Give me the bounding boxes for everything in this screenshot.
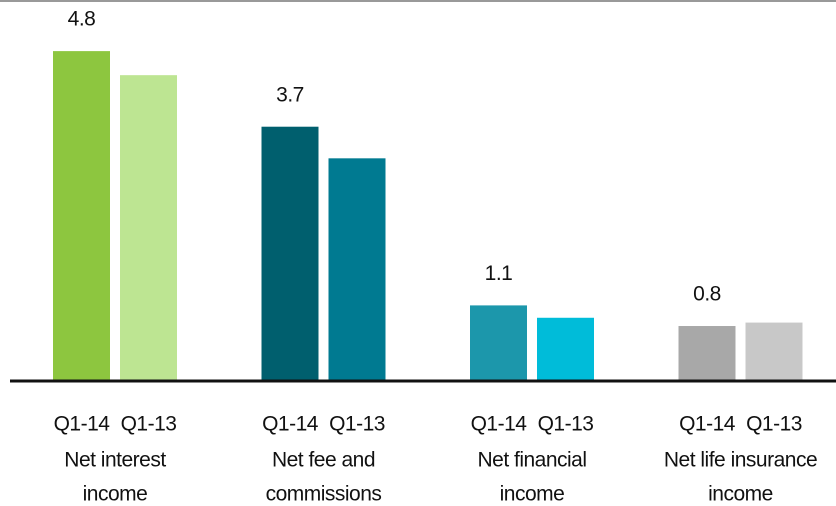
bar [745,322,803,381]
series-label: Q1-14 [262,413,319,436]
series-label: Q1-14 [679,413,736,436]
data-label: 0.8 [693,283,721,306]
series-label: Q1-14 [54,413,111,436]
bar [328,158,386,381]
data-label: 4.8 [68,8,96,31]
series-label: Q1-13 [121,413,177,436]
bar [470,305,527,381]
x-tick-label: income [708,483,773,506]
bar [537,317,594,381]
x-tick-label: Net fee and [272,449,375,472]
bar [53,51,110,381]
x-tick-label: Net financial [477,449,586,472]
data-label: 3.7 [276,83,304,106]
bar [678,326,736,381]
series-label: Q1-13 [329,413,385,436]
x-tick-label: Net life insurance [664,449,817,472]
x-tick-label: income [500,483,565,506]
bar [261,126,319,381]
bar [120,75,177,381]
data-label: 1.1 [485,262,513,285]
series-label: Q1-13 [538,413,594,436]
series-label: Q1-14 [471,413,528,436]
x-tick-label: Net interest [64,449,166,472]
x-tick-label: commissions [266,483,382,506]
x-tick-label: income [83,483,148,506]
series-label: Q1-13 [746,413,802,436]
